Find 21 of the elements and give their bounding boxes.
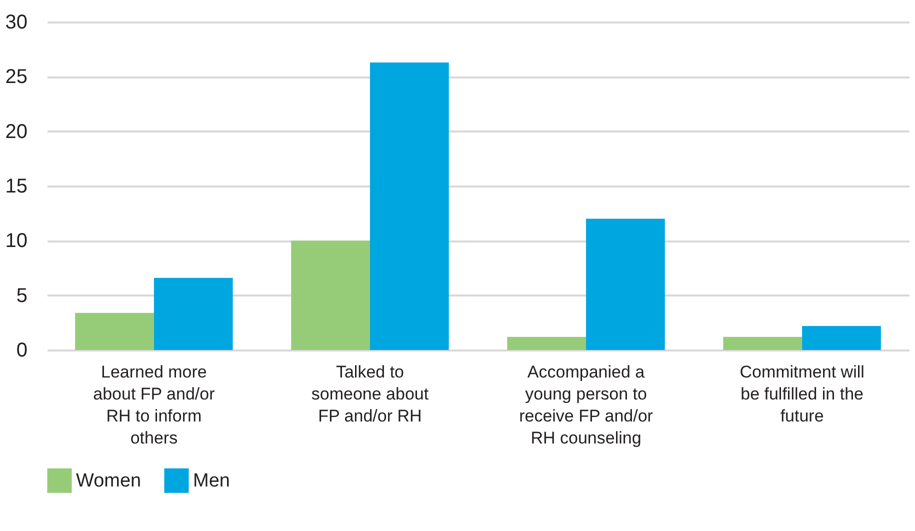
bar xyxy=(154,278,233,350)
y-tick-label: 10 xyxy=(5,230,28,252)
y-tick-label: 25 xyxy=(5,66,28,88)
x-tick-label: Learned more about FP and/or RH to inform others xyxy=(93,362,216,448)
bar xyxy=(586,218,665,350)
legend-label: Women xyxy=(76,470,142,492)
bar xyxy=(75,312,154,350)
bar xyxy=(802,326,881,350)
y-tick-label: 5 xyxy=(16,284,28,307)
y-tick-label: 30 xyxy=(5,12,28,34)
x-tick-label: Commitment will be fulfilled in the future xyxy=(740,362,864,426)
bar xyxy=(723,336,802,350)
bar xyxy=(507,336,586,350)
y-tick-label: 20 xyxy=(5,120,28,143)
legend-label: Men xyxy=(193,470,230,492)
x-tick-label: Accompanied a young person to receive FP and/or RH counseling xyxy=(519,362,654,448)
bar xyxy=(370,62,449,350)
x-tick-label: Talked to someone about FP and/or RH xyxy=(311,362,429,426)
y-tick-label: 0 xyxy=(16,340,28,362)
y-tick-label: 15 xyxy=(5,176,28,198)
bar xyxy=(291,240,370,350)
